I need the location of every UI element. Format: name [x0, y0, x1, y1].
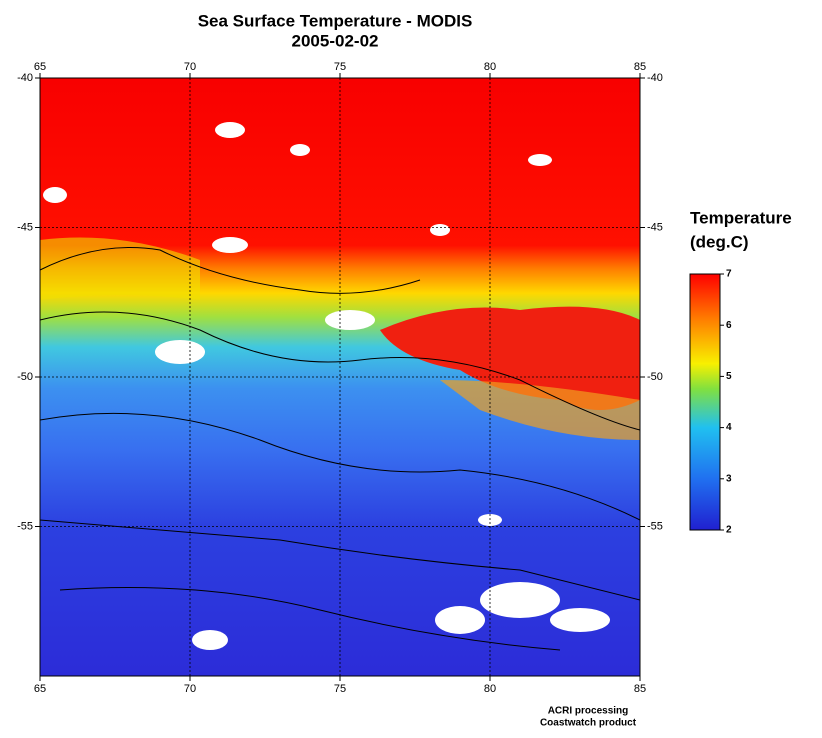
- colorbar-label: 7: [726, 269, 732, 280]
- colorbar-label: 5: [726, 371, 732, 382]
- lat-label: -55: [17, 520, 33, 532]
- lon-label: 80: [484, 61, 496, 73]
- credit: Coastwatch product: [540, 718, 637, 729]
- lat-label: -45: [17, 221, 33, 233]
- colorbar-unit: (deg.C): [690, 232, 749, 251]
- colorbar-label: 3: [726, 473, 732, 484]
- lon-label: 75: [334, 61, 346, 73]
- colorbar-title: Temperature: [690, 208, 792, 227]
- colorbar-label: 4: [726, 422, 732, 433]
- colorbar-label: 2: [726, 525, 732, 536]
- date: 2005-02-02: [292, 31, 379, 50]
- lon-label: 80: [484, 683, 496, 695]
- colorbar-label: 6: [726, 320, 732, 331]
- lat-label: -55: [647, 520, 663, 532]
- lon-label: 65: [34, 61, 46, 73]
- lon-label: 70: [184, 61, 196, 73]
- title: Sea Surface Temperature - MODIS: [198, 11, 473, 30]
- lon-label: 65: [34, 683, 46, 695]
- lat-label: -40: [17, 72, 33, 84]
- colorbar: [689, 273, 721, 531]
- lon-label: 85: [634, 683, 646, 695]
- credit: ACRI processing: [548, 706, 629, 717]
- lon-label: 75: [334, 683, 346, 695]
- lon-label: 85: [634, 61, 646, 73]
- lat-label: -50: [647, 371, 663, 383]
- lon-label: 70: [184, 683, 196, 695]
- lat-label: -50: [17, 371, 33, 383]
- lat-label: -45: [647, 221, 663, 233]
- lat-label: -40: [647, 72, 663, 84]
